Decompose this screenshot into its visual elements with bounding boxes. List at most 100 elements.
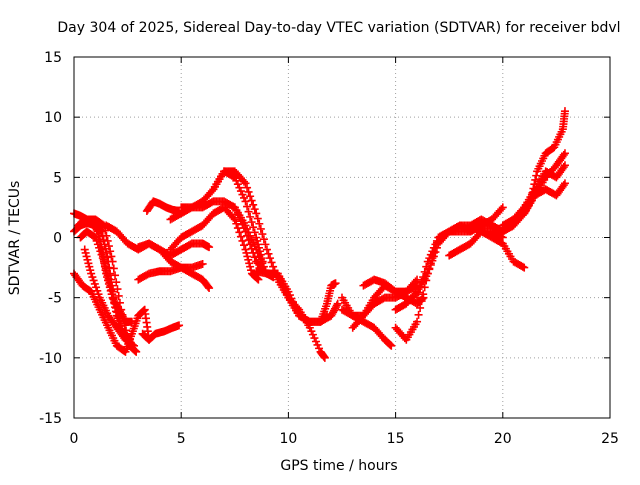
data-point (250, 205, 259, 214)
data-point (230, 215, 239, 224)
y-tick-label: 0 (53, 231, 62, 247)
data-point (243, 183, 252, 192)
data-point (250, 253, 259, 262)
data-point (132, 347, 141, 356)
data-point (266, 254, 275, 263)
data-point (241, 197, 250, 206)
data-point (560, 179, 569, 188)
data-point (247, 218, 256, 227)
y-axis-label: SDTVAR / TECUs (7, 181, 23, 296)
series-arc-8 (138, 321, 184, 344)
data-point (131, 346, 140, 355)
data-points (70, 107, 569, 362)
data-point (416, 303, 425, 312)
data-point (238, 236, 247, 245)
data-point (244, 207, 253, 216)
data-point (113, 285, 122, 294)
data-point (357, 313, 366, 322)
series-arc-22 (359, 275, 422, 296)
data-point (331, 279, 340, 288)
data-point (417, 297, 426, 306)
data-point (320, 353, 329, 362)
data-point (259, 235, 268, 244)
data-point (252, 273, 261, 282)
data-point (130, 341, 139, 350)
x-tick-label: 5 (177, 431, 186, 447)
data-point (413, 293, 422, 302)
y-tick-label: 10 (44, 110, 62, 126)
data-point (239, 177, 248, 186)
data-point (332, 301, 341, 310)
data-point (413, 317, 422, 326)
data-point (254, 275, 263, 284)
x-tick-label: 20 (494, 431, 512, 447)
data-point (419, 290, 428, 299)
data-point (107, 285, 116, 294)
data-point (99, 236, 108, 245)
data-point (416, 283, 425, 292)
data-point (258, 230, 267, 239)
data-point (262, 245, 271, 254)
data-point (236, 232, 245, 241)
y-tick-label: 5 (53, 170, 62, 186)
data-point (518, 262, 527, 271)
data-point (531, 175, 540, 184)
data-point (101, 244, 110, 253)
data-point (247, 196, 256, 205)
data-point (127, 317, 136, 326)
data-point (106, 247, 115, 256)
data-point (520, 263, 529, 272)
data-point (232, 219, 241, 228)
data-point (239, 241, 248, 250)
data-point (107, 252, 116, 261)
data-point (419, 273, 428, 282)
chart-title: Day 304 of 2025, Sidereal Day-to-day VTE… (57, 20, 620, 36)
axis-ticks: 0 5 10 15 20 25 -15 -10 -5 0 5 10 15 (39, 50, 619, 447)
series-arc-12 (166, 203, 263, 284)
y-tick-label: 15 (44, 50, 62, 66)
data-point (560, 161, 569, 170)
data-point (205, 284, 214, 293)
series-arc-30 (509, 161, 569, 224)
data-point (243, 202, 252, 211)
data-point (204, 282, 213, 291)
data-point (417, 278, 426, 287)
data-point (532, 171, 541, 180)
data-point (269, 262, 278, 271)
data-point (111, 307, 120, 316)
data-point (246, 192, 255, 201)
data-point (267, 258, 276, 267)
data-point (253, 214, 262, 223)
y-tick-label: -15 (39, 411, 62, 427)
data-point (244, 187, 253, 196)
data-point (249, 200, 258, 209)
data-point (386, 340, 395, 349)
data-point (111, 271, 120, 280)
data-point (414, 288, 423, 297)
gridlines (74, 57, 610, 418)
data-point (246, 212, 255, 221)
x-tick-label: 0 (70, 431, 79, 447)
data-point (498, 203, 507, 212)
data-point (560, 107, 569, 116)
series-arc-11 (134, 239, 214, 260)
data-point (92, 225, 101, 234)
data-point (559, 150, 568, 159)
data-point (111, 303, 120, 312)
y-tick-label: -5 (48, 291, 62, 307)
x-tick-label: 15 (387, 431, 405, 447)
data-point (108, 290, 117, 299)
data-point (235, 228, 244, 237)
data-point (333, 299, 342, 308)
data-point (385, 340, 394, 349)
data-point (252, 209, 261, 218)
data-point (109, 264, 118, 273)
x-tick-label: 10 (279, 431, 297, 447)
data-point (249, 223, 258, 232)
data-point (175, 321, 184, 330)
data-point (114, 291, 123, 300)
data-point (253, 274, 262, 283)
data-point (106, 281, 115, 290)
data-point (241, 179, 250, 188)
